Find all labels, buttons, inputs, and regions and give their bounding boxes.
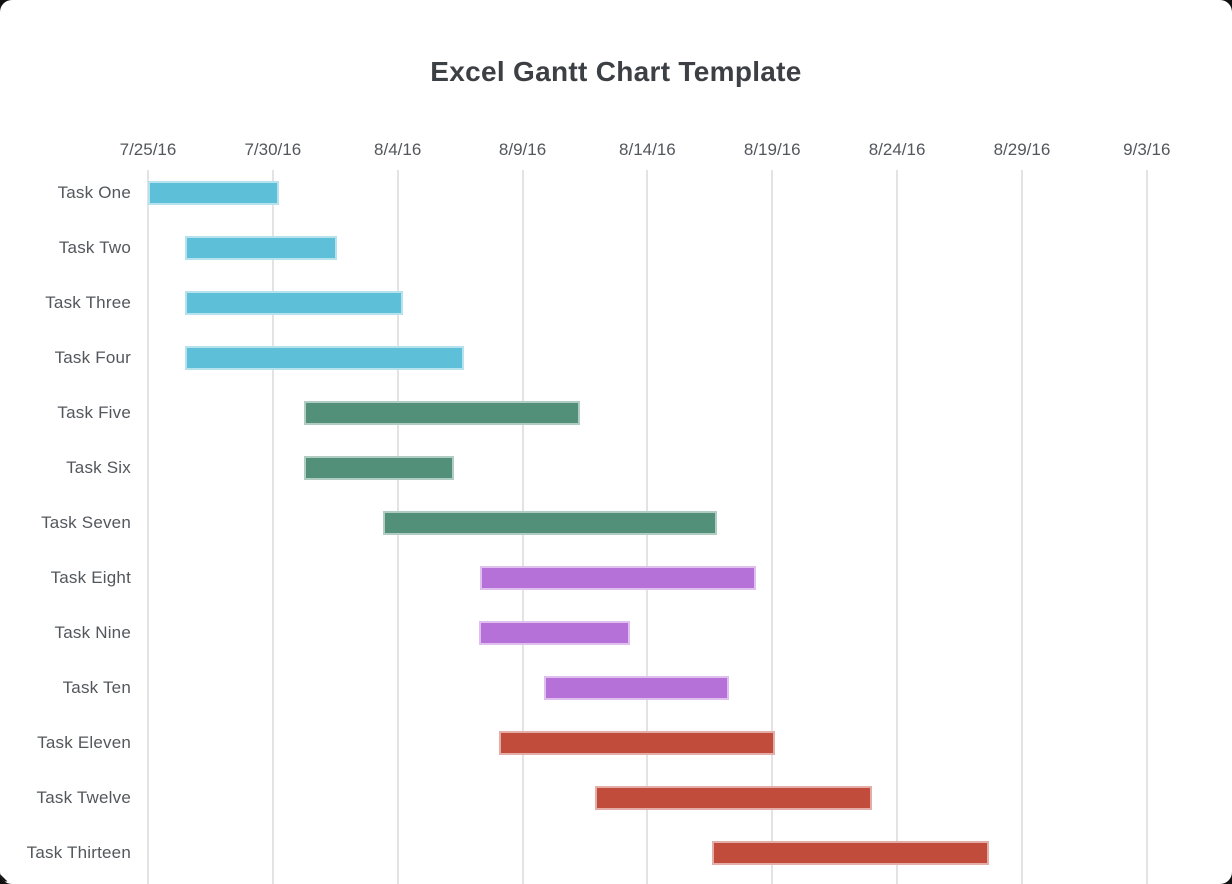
task-label: Task Two	[58, 238, 131, 257]
task-label: Task Seven	[41, 513, 131, 532]
gantt-bar	[304, 401, 580, 425]
task-label: Task Nine	[54, 623, 131, 642]
axis-tick-label: 8/14/16	[619, 140, 676, 159]
gantt-bar	[382, 511, 718, 535]
axis-tick-label: 7/30/16	[244, 140, 302, 159]
task-label: Task Three	[45, 293, 131, 312]
axis-tick-label: 7/25/16	[119, 140, 177, 159]
axis-tick-label: 8/19/16	[743, 140, 801, 159]
mouse-cursor-icon	[0, 872, 13, 884]
gantt-bar	[480, 566, 756, 590]
axis-tick-label: 8/29/16	[993, 140, 1051, 159]
task-label: Task Five	[57, 403, 131, 422]
gantt-bar	[185, 291, 403, 315]
gridline	[1020, 170, 1023, 884]
task-label: Task Ten	[62, 678, 131, 697]
task-label: Task Twelve	[36, 788, 131, 807]
axis-tick-label: 8/4/16	[374, 140, 422, 159]
gantt-bar	[594, 786, 873, 810]
task-label: Task Thirteen	[26, 843, 131, 862]
gridline	[896, 170, 899, 884]
axis-tick-label: 8/9/16	[498, 140, 547, 159]
gantt-bar	[185, 236, 337, 260]
gridline	[271, 170, 274, 884]
gridline	[1145, 170, 1148, 884]
gantt-bar	[478, 621, 630, 645]
gantt-bar	[712, 841, 990, 865]
chart-title: Excel Gantt Chart Template	[430, 56, 802, 87]
gantt-bar	[148, 181, 280, 205]
task-label: Task Eight	[50, 568, 131, 587]
axis-tick-label: 9/3/16	[1123, 140, 1171, 159]
task-label: Task Four	[54, 348, 131, 367]
gantt-bar	[185, 346, 464, 370]
axis-tick-label: 8/24/16	[868, 140, 926, 159]
gantt-bar	[543, 676, 729, 700]
gridline	[147, 170, 149, 884]
task-label: Task Eleven	[37, 733, 131, 752]
gantt-bar	[498, 731, 775, 755]
gridline	[771, 170, 774, 884]
task-label: Task Six	[66, 458, 131, 477]
gantt-bar	[304, 456, 454, 480]
task-label: Task One	[57, 183, 131, 202]
